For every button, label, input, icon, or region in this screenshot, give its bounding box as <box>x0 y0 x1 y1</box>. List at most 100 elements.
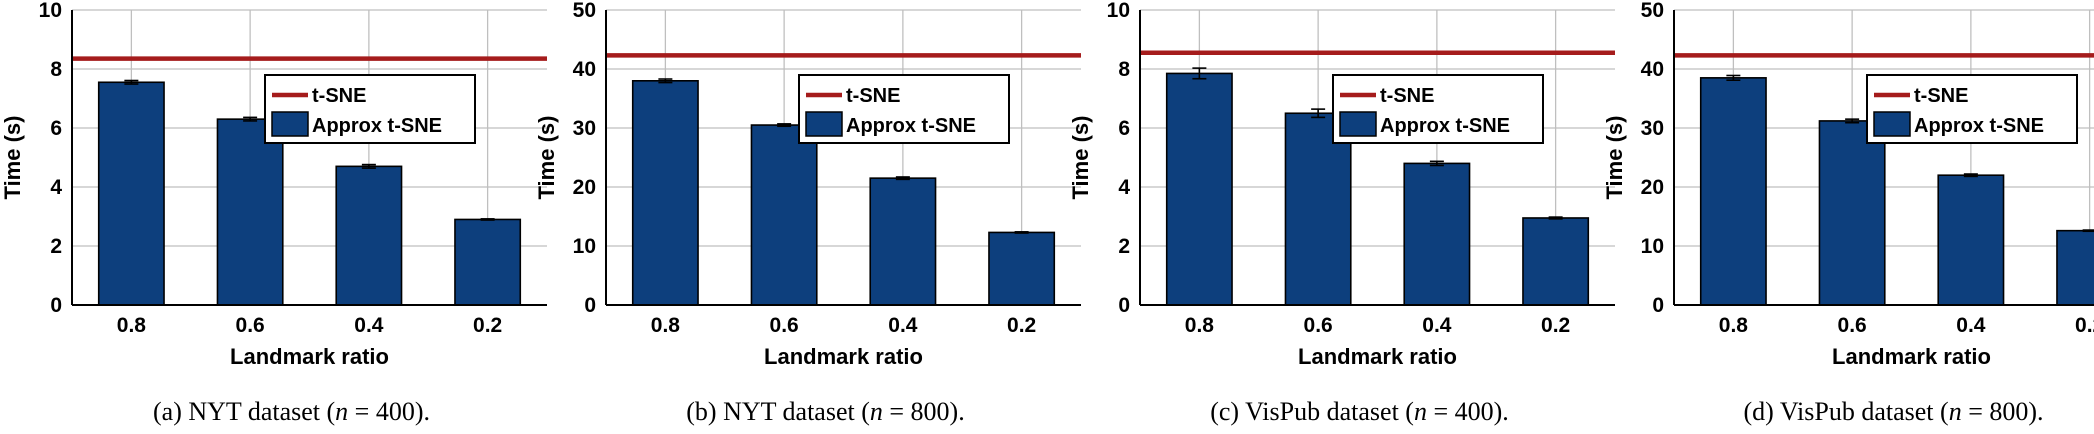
subfigure-caption: (c) VisPub dataset (n = 400). <box>1210 397 1509 426</box>
y-tick-label: 6 <box>1118 117 1130 140</box>
x-tick-label: 0.8 <box>651 314 681 337</box>
x-tick-label: 0.6 <box>1304 314 1333 337</box>
x-tick-label: 0.4 <box>354 314 384 337</box>
y-tick-label: 50 <box>1641 0 1664 22</box>
x-tick-label: 0.6 <box>770 314 799 337</box>
y-tick-label: 40 <box>1641 58 1664 81</box>
y-tick-label: 20 <box>573 176 596 199</box>
legend-label-approx: Approx t-SNE <box>846 115 976 137</box>
y-tick-label: 0 <box>1118 294 1130 317</box>
x-tick-label: 0.8 <box>1719 314 1749 337</box>
y-tick-label: 4 <box>50 176 62 199</box>
bar <box>2056 229 2094 306</box>
x-axis-label: Landmark ratio <box>1298 344 1457 369</box>
caption-part: n <box>1414 397 1427 426</box>
bar <box>631 80 699 306</box>
legend-label-tsne: t-SNE <box>846 85 900 107</box>
legend-swatch-approx <box>805 111 843 137</box>
x-tick-label: 0.2 <box>473 314 502 337</box>
legend-label-approx: Approx t-SNE <box>1380 115 1510 137</box>
y-tick-label: 2 <box>50 235 62 258</box>
y-tick-label: 40 <box>573 58 596 81</box>
caption-part: = 800). <box>883 397 965 426</box>
caption-part: (b) NYT dataset ( <box>686 397 870 426</box>
y-tick-label: 2 <box>1118 235 1130 258</box>
x-axis-label: Landmark ratio <box>1832 344 1991 369</box>
legend-label-tsne: t-SNE <box>1380 85 1434 107</box>
subfigure-caption: (a) NYT dataset (n = 400). <box>153 397 430 426</box>
y-tick-label: 8 <box>50 58 62 81</box>
legend-label-tsne: t-SNE <box>1914 85 1968 107</box>
bar <box>1165 72 1233 306</box>
bar <box>750 124 818 306</box>
y-tick-label: 4 <box>1118 176 1130 199</box>
y-axis-label: Time (s) <box>1068 116 1093 200</box>
x-tick-label: 0.4 <box>1956 314 1986 337</box>
caption-part: (c) VisPub dataset ( <box>1210 397 1414 426</box>
x-tick-label: 0.4 <box>1422 314 1452 337</box>
caption-part: = 800). <box>1962 397 2044 426</box>
bar <box>335 165 403 306</box>
chart-panel-1: 0.8 0.6 0.4 0.2 0 10 20 30 40 50 Landmark ratio Tim… <box>534 0 1081 426</box>
caption-part: (d) VisPub dataset ( <box>1743 397 1948 426</box>
x-axis-label: Landmark ratio <box>230 344 389 369</box>
x-tick-label: 0.4 <box>888 314 918 337</box>
y-tick-label: 0 <box>1652 294 1664 317</box>
subfigure-caption: (b) NYT dataset (n = 800). <box>686 397 964 426</box>
legend: t-SNE Approx t-SNE <box>1866 74 2078 144</box>
legend-label-approx: Approx t-SNE <box>1914 115 2044 137</box>
y-tick-label: 6 <box>50 117 62 140</box>
y-tick-label: 8 <box>1118 58 1130 81</box>
bar <box>1818 120 1886 306</box>
bar <box>1522 217 1590 306</box>
x-tick-label: 0.6 <box>236 314 265 337</box>
chart-panel-0: 0.8 0.6 0.4 0.2 0 2 4 6 8 10 Landmark ratio Time (s… <box>0 0 547 426</box>
y-tick-label: 30 <box>573 117 596 140</box>
bar <box>988 231 1056 306</box>
legend: t-SNE Approx t-SNE <box>1332 74 1544 144</box>
caption-part: = 400). <box>1427 397 1509 426</box>
bar <box>97 81 165 306</box>
y-axis-label: Time (s) <box>0 116 25 200</box>
bar <box>454 218 522 306</box>
subfigure-caption: (d) VisPub dataset (n = 800). <box>1743 397 2043 426</box>
bar <box>216 118 284 306</box>
x-tick-label: 0.8 <box>1185 314 1215 337</box>
x-tick-label: 0.2 <box>2075 314 2094 337</box>
y-axis-label: Time (s) <box>1602 116 1627 200</box>
x-axis-label: Landmark ratio <box>764 344 923 369</box>
legend-swatch-approx <box>1339 111 1377 137</box>
caption-part: = 400). <box>348 397 430 426</box>
y-tick-label: 20 <box>1641 176 1664 199</box>
bar <box>1699 77 1767 306</box>
chart-panel-2: 0.8 0.6 0.4 0.2 0 2 4 6 8 10 Landmark ratio Time (s… <box>1068 0 1615 426</box>
x-tick-label: 0.8 <box>117 314 147 337</box>
legend-swatch-approx <box>271 111 309 137</box>
y-tick-label: 50 <box>573 0 596 22</box>
legend-label-approx: Approx t-SNE <box>312 115 442 137</box>
y-axis-label: Time (s) <box>534 116 559 200</box>
y-tick-label: 0 <box>50 294 62 317</box>
y-tick-label: 0 <box>584 294 596 317</box>
x-tick-label: 0.2 <box>1541 314 1570 337</box>
caption-part: n <box>335 397 348 426</box>
y-tick-label: 10 <box>573 235 596 258</box>
bar <box>1403 162 1471 306</box>
bar <box>869 177 937 306</box>
caption-part: n <box>870 397 883 426</box>
bar <box>1284 112 1352 306</box>
bar <box>1937 174 2005 306</box>
legend: t-SNE Approx t-SNE <box>264 74 476 144</box>
y-tick-label: 30 <box>1641 117 1664 140</box>
legend: t-SNE Approx t-SNE <box>798 74 1010 144</box>
x-tick-label: 0.6 <box>1838 314 1867 337</box>
x-tick-label: 0.2 <box>1007 314 1036 337</box>
legend-swatch-approx <box>1873 111 1911 137</box>
caption-part: (a) NYT dataset ( <box>153 397 335 426</box>
caption-part: n <box>1949 397 1962 426</box>
y-tick-label: 10 <box>1641 235 1664 258</box>
chart-panel-3: 0.8 0.6 0.4 0.2 0 10 20 30 40 50 Landmark ratio Tim… <box>1602 0 2094 426</box>
y-tick-label: 10 <box>1107 0 1130 22</box>
y-tick-label: 10 <box>39 0 62 22</box>
